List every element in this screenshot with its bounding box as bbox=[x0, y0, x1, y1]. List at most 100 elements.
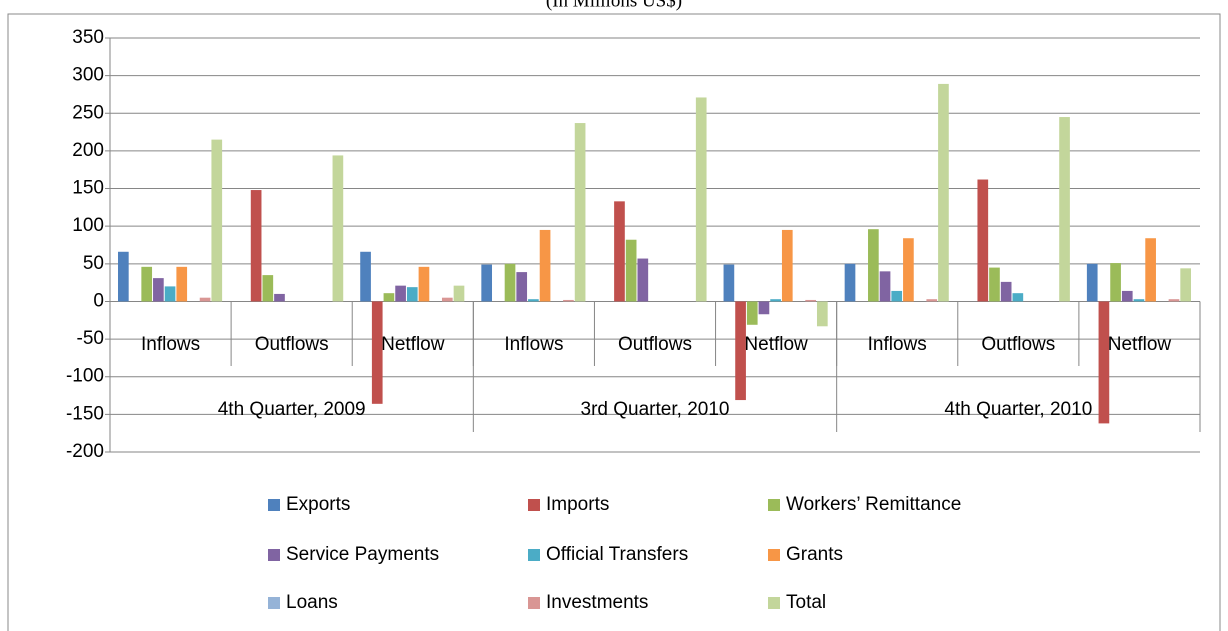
bar bbox=[153, 278, 164, 302]
legend-label: Total bbox=[786, 592, 826, 613]
legend-label: Investments bbox=[546, 592, 648, 613]
y-tick-label: -200 bbox=[66, 441, 104, 462]
bar bbox=[211, 139, 223, 302]
legend-swatch bbox=[268, 499, 280, 511]
bar bbox=[1059, 117, 1070, 302]
bar bbox=[625, 239, 637, 302]
bar bbox=[563, 299, 574, 302]
bar bbox=[1098, 301, 1110, 424]
bar bbox=[770, 299, 781, 302]
bar bbox=[903, 238, 914, 302]
bar bbox=[481, 264, 493, 302]
y-tick-label: 150 bbox=[72, 178, 104, 199]
bar bbox=[360, 251, 371, 302]
bar bbox=[746, 301, 758, 325]
bar bbox=[844, 263, 856, 302]
bar bbox=[735, 301, 746, 401]
y-tick-label: -150 bbox=[66, 403, 104, 424]
bar bbox=[406, 287, 418, 302]
bar bbox=[1121, 290, 1133, 302]
bar bbox=[868, 229, 879, 302]
bar bbox=[371, 301, 383, 404]
y-tick-label: 200 bbox=[72, 140, 104, 161]
y-tick-label: -50 bbox=[77, 328, 104, 349]
legend-swatch bbox=[528, 549, 540, 561]
bar bbox=[418, 266, 430, 302]
bar bbox=[504, 263, 516, 302]
bar bbox=[1145, 238, 1156, 302]
bar bbox=[723, 264, 735, 302]
bar bbox=[118, 251, 129, 302]
y-tick-label: -100 bbox=[66, 366, 104, 387]
bar bbox=[199, 297, 211, 302]
legend-swatch bbox=[268, 597, 280, 609]
bar bbox=[926, 299, 938, 302]
bar bbox=[1012, 293, 1024, 302]
legend-label: Workers’ Remittance bbox=[786, 494, 961, 515]
group-label: 4th Quarter, 2009 bbox=[218, 399, 366, 420]
bar bbox=[1168, 299, 1180, 302]
chart-subtitle: (In Millions US$) bbox=[546, 0, 682, 11]
bar bbox=[516, 272, 528, 302]
x-tick-label: Outflows bbox=[255, 334, 329, 355]
bar bbox=[1000, 281, 1012, 302]
bar bbox=[781, 229, 793, 302]
x-tick-label: Netflow bbox=[1108, 334, 1172, 355]
bar bbox=[453, 285, 465, 302]
bar bbox=[977, 179, 989, 302]
x-tick-label: Outflows bbox=[981, 334, 1055, 355]
legend-label: Loans bbox=[286, 592, 338, 613]
group-label: 3rd Quarter, 2010 bbox=[581, 399, 730, 420]
legend-label: Grants bbox=[786, 544, 843, 565]
bar bbox=[1086, 263, 1098, 302]
bar bbox=[274, 293, 285, 302]
bar bbox=[141, 266, 153, 302]
bar bbox=[528, 299, 539, 302]
bar bbox=[332, 155, 344, 302]
bar bbox=[989, 267, 1000, 302]
bar bbox=[805, 299, 816, 302]
legend-swatch bbox=[768, 499, 780, 511]
legend-swatch bbox=[768, 549, 780, 561]
bar bbox=[164, 286, 176, 302]
bar bbox=[574, 123, 586, 302]
bar bbox=[1133, 299, 1145, 302]
bar bbox=[758, 301, 770, 315]
bar bbox=[938, 83, 949, 302]
bar bbox=[1110, 263, 1121, 302]
legend-label: Exports bbox=[286, 494, 350, 515]
y-tick-label: 250 bbox=[72, 102, 104, 123]
legend-swatch bbox=[268, 549, 280, 561]
legend-swatch bbox=[528, 499, 540, 511]
group-label: 4th Quarter, 2010 bbox=[944, 399, 1092, 420]
x-tick-label: Netflow bbox=[381, 334, 445, 355]
legend-swatch bbox=[528, 597, 540, 609]
bar bbox=[262, 275, 274, 302]
bar bbox=[695, 97, 707, 302]
bar bbox=[1180, 268, 1191, 302]
legend-label: Imports bbox=[546, 494, 609, 515]
y-tick-label: 300 bbox=[72, 65, 104, 86]
bar bbox=[539, 229, 551, 302]
legend-swatch bbox=[768, 597, 780, 609]
y-tick-label: 0 bbox=[93, 290, 104, 311]
bar bbox=[879, 271, 891, 302]
bar bbox=[176, 266, 188, 302]
legend-label: Service Payments bbox=[286, 544, 439, 565]
bar bbox=[250, 190, 262, 302]
bar bbox=[441, 297, 453, 302]
x-tick-label: Inflows bbox=[868, 334, 927, 355]
x-tick-label: Netflow bbox=[744, 334, 808, 355]
bar bbox=[383, 293, 395, 302]
bar bbox=[637, 258, 649, 302]
legend-label: Official Transfers bbox=[546, 544, 688, 565]
x-tick-label: Inflows bbox=[504, 334, 563, 355]
y-tick-label: 50 bbox=[83, 253, 104, 274]
bar bbox=[614, 201, 625, 302]
bar bbox=[395, 285, 406, 302]
bar bbox=[891, 290, 903, 302]
x-tick-label: Inflows bbox=[141, 334, 200, 355]
y-tick-label: 100 bbox=[72, 215, 104, 236]
chart-frame bbox=[7, 13, 1221, 631]
